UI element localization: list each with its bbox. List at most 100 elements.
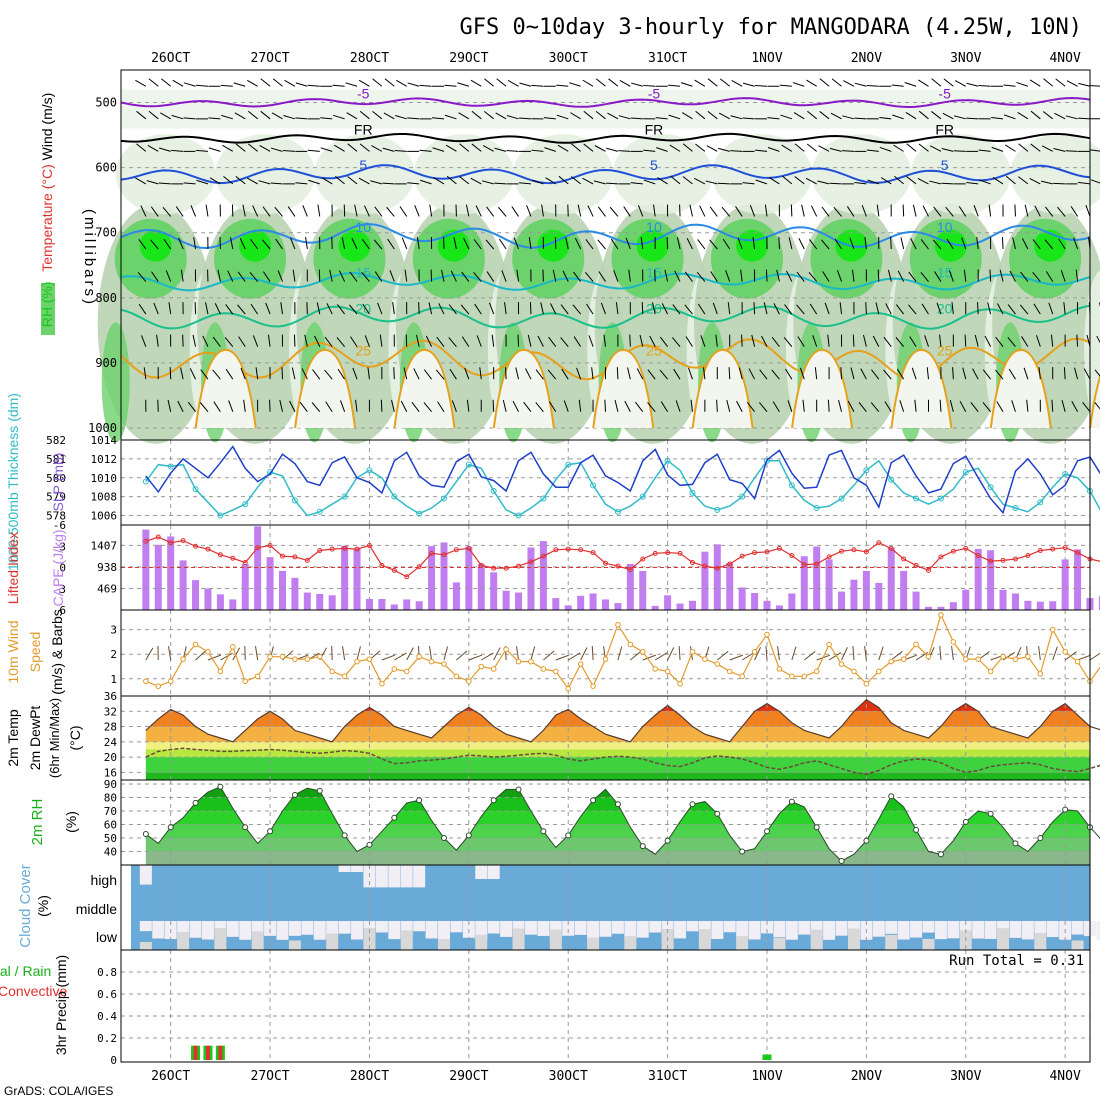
wind-barb: [830, 112, 842, 120]
lifted-point: [876, 540, 882, 546]
wind-barb: [287, 206, 296, 217]
wind-barb: [591, 367, 594, 380]
thickness-line-point: [366, 467, 373, 474]
lifted-point: [913, 562, 919, 568]
wind-barb: [205, 302, 209, 315]
wind-barb: [205, 204, 209, 217]
precip-tick: 0.6: [97, 988, 117, 1001]
wind-barb: [449, 368, 457, 380]
wind-barb: [643, 179, 656, 185]
wind-barb: [908, 271, 917, 282]
cape-bar: [1074, 549, 1082, 610]
wind-barb: [458, 112, 470, 120]
cloud-clear-cell: [686, 921, 699, 932]
wind-barb: [824, 302, 830, 315]
rh-point: [192, 799, 199, 806]
wind-barb: [858, 401, 867, 413]
wind-barb: [531, 84, 544, 87]
wind-barb: [598, 271, 606, 282]
wind-barb: [709, 206, 718, 217]
wind-barb: [265, 302, 271, 315]
wind-barb: [530, 646, 536, 661]
wind-point: [913, 641, 919, 648]
wind-barb: [451, 400, 457, 412]
wind-barb: [473, 272, 482, 282]
cloud-clear-cell: [562, 921, 575, 936]
wind-barb: [827, 334, 830, 347]
wind-barb: [396, 79, 407, 87]
wind-barb: [805, 177, 817, 185]
wind-barb: [373, 239, 383, 250]
wind-barb: [1007, 337, 1016, 347]
cape-bar: [838, 591, 846, 610]
wind-barb: [162, 206, 172, 217]
slp-tick: 1014: [91, 434, 118, 447]
wind-barb: [716, 399, 718, 412]
wind-barb: [995, 369, 1004, 380]
date-label-bottom: 29OCT: [449, 1069, 488, 1084]
wind-barb: [841, 150, 854, 152]
wind-barb: [1018, 143, 1029, 152]
panel-frame: [120, 949, 1091, 1063]
wind-barb: [526, 205, 532, 217]
wind-point: [714, 661, 721, 667]
wind-barb: [866, 85, 879, 87]
rh-axis-part: RH (%): [39, 281, 55, 327]
wind-barb: [689, 204, 693, 217]
wind-barb: [755, 179, 768, 185]
cape-bar: [229, 599, 237, 610]
wind-barb: [794, 143, 805, 152]
slp-tick: 1006: [91, 510, 118, 523]
date-label-top: 31OCT: [648, 51, 687, 66]
wind-barb: [1033, 303, 1041, 315]
wind-barb: [987, 302, 992, 315]
cape-bar: [738, 587, 746, 610]
cape-bar: [912, 591, 920, 610]
wind-barb: [777, 646, 780, 661]
wind-point: [627, 641, 634, 648]
wind-barb: [195, 84, 209, 87]
wind-barb: [338, 270, 346, 282]
wind-barb: [435, 369, 445, 380]
wind-barb: [603, 334, 606, 347]
wind-barb: [953, 150, 966, 152]
rh-region: [513, 134, 614, 215]
cape-bar: [539, 541, 547, 610]
wind-barb: [483, 110, 495, 120]
thickness-line-point: [639, 493, 646, 500]
wind-barb: [891, 84, 904, 87]
wind-barb: [630, 182, 643, 185]
wind-barb: [516, 646, 520, 661]
cloud-clear-cell: [288, 921, 301, 936]
wind-barb: [1078, 181, 1091, 185]
wind-point: [590, 683, 596, 689]
wind-barb: [289, 400, 296, 412]
wind-barb: [347, 176, 358, 185]
wind-barb: [1077, 117, 1091, 120]
wind-barb: [305, 237, 308, 250]
wind-barb: [295, 82, 308, 87]
wind-barb: [894, 175, 904, 185]
wind-barb: [746, 401, 755, 413]
wind-barb: [912, 204, 917, 217]
lifted-point: [603, 560, 608, 566]
wind-barb: [1060, 270, 1066, 282]
wind-barb: [193, 237, 197, 250]
cloud-clear-cell: [1071, 921, 1084, 935]
rh-band: [145, 811, 1090, 825]
wind-barb: [337, 368, 346, 380]
wind-barb: [951, 302, 954, 315]
wind-point: [652, 666, 658, 672]
cape-bar: [341, 545, 349, 610]
wind-barb: [356, 646, 361, 661]
wind-barb: [861, 205, 867, 217]
cloud-clear-cell: [761, 921, 773, 934]
wind-point: [180, 656, 186, 662]
cape-bar: [266, 557, 274, 610]
chart-title: GFS 0~10day 3-hourly for MANGODARA (4.25…: [459, 15, 1082, 40]
cloud-clear-cell: [375, 865, 388, 888]
wind-barb: [416, 237, 420, 250]
wind-point: [1012, 656, 1019, 662]
cloud-clear-cell: [177, 921, 190, 933]
wind-point: [441, 661, 447, 667]
